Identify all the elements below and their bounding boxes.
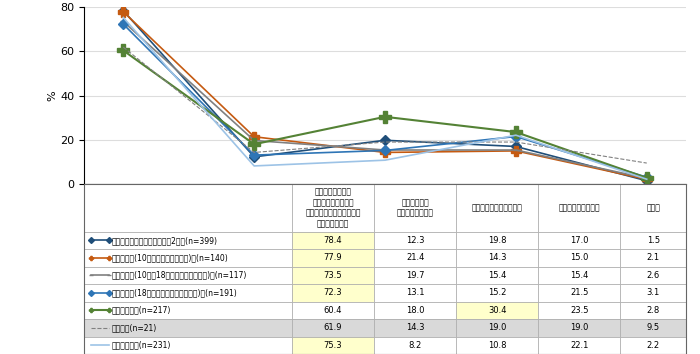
Bar xyxy=(620,337,686,354)
Text: 家族・親族(10歳～18歳未満の子供を含む)と(n=117): 家族・親族(10歳～18歳未満の子供を含む)と(n=117) xyxy=(112,271,247,280)
Bar xyxy=(84,267,292,284)
Bar xyxy=(538,267,620,284)
Text: 旅行代理店に
プランを依頼する: 旅行代理店に プランを依頼する xyxy=(397,198,433,218)
Text: 2.8: 2.8 xyxy=(647,306,660,315)
Bar xyxy=(620,319,686,337)
Bar xyxy=(538,337,620,354)
Text: 72.3: 72.3 xyxy=(323,288,342,297)
Text: 61.9: 61.9 xyxy=(324,323,342,332)
Text: 22.1: 22.1 xyxy=(570,341,589,350)
Text: 2.2: 2.2 xyxy=(647,341,659,350)
Text: 15.4: 15.4 xyxy=(570,271,589,280)
Bar xyxy=(538,184,620,232)
Text: 19.0: 19.0 xyxy=(488,323,506,332)
Text: 13.1: 13.1 xyxy=(406,288,424,297)
Text: 自分で交通手段、
宿泊施設、旅先での
アミューズメント体験等を
個別に手配する: 自分で交通手段、 宿泊施設、旅先での アミューズメント体験等を 個別に手配する xyxy=(305,188,360,228)
Text: 10.8: 10.8 xyxy=(488,341,506,350)
Bar xyxy=(456,302,538,319)
Bar xyxy=(620,302,686,319)
Bar xyxy=(292,267,374,284)
Text: 家族・親族(18歳未満の子供を含まない)と(n=191): 家族・親族(18歳未満の子供を含まない)と(n=191) xyxy=(112,288,238,297)
Bar xyxy=(620,267,686,284)
Text: 18.0: 18.0 xyxy=(406,306,424,315)
Bar xyxy=(292,232,374,249)
Text: 73.5: 73.5 xyxy=(323,271,342,280)
Text: 78.4: 78.4 xyxy=(323,236,342,245)
Bar xyxy=(538,232,620,249)
Bar xyxy=(374,184,456,232)
Text: 14.3: 14.3 xyxy=(406,323,424,332)
Text: 家族・親族(10歳未満の子供を含む)と(n=140): 家族・親族(10歳未満の子供を含む)と(n=140) xyxy=(112,253,229,262)
Text: ペットと(n=21): ペットと(n=21) xyxy=(112,323,158,332)
Text: 19.0: 19.0 xyxy=(570,323,589,332)
Text: パッケージツアーを選ぶ: パッケージツアーを選ぶ xyxy=(472,203,523,212)
Bar xyxy=(292,337,374,354)
Text: 15.0: 15.0 xyxy=(570,253,589,262)
Text: 夫婦や恋人、パートナーとの2人で(n=399): 夫婦や恋人、パートナーとの2人で(n=399) xyxy=(112,236,218,245)
Bar xyxy=(292,184,374,232)
Bar xyxy=(84,232,292,249)
Bar xyxy=(456,232,538,249)
Text: 19.8: 19.8 xyxy=(488,236,506,245)
Text: 2.6: 2.6 xyxy=(647,271,660,280)
Bar xyxy=(456,284,538,302)
Text: フリーツアーを選ぶ: フリーツアーを選ぶ xyxy=(559,203,600,212)
Bar xyxy=(84,284,292,302)
Bar xyxy=(84,319,292,337)
Text: 23.5: 23.5 xyxy=(570,306,589,315)
Bar xyxy=(84,337,292,354)
Bar xyxy=(456,184,538,232)
Text: 12.3: 12.3 xyxy=(406,236,424,245)
Bar xyxy=(84,184,686,354)
Text: 8.2: 8.2 xyxy=(409,341,421,350)
Bar xyxy=(374,319,456,337)
Bar xyxy=(456,319,538,337)
Bar xyxy=(292,319,374,337)
Bar xyxy=(456,337,538,354)
Text: 9.5: 9.5 xyxy=(647,323,659,332)
Bar xyxy=(538,284,620,302)
Text: 自分ひとりで(n=231): 自分ひとりで(n=231) xyxy=(112,341,172,350)
Bar xyxy=(292,284,374,302)
Bar xyxy=(538,249,620,267)
Text: 21.5: 21.5 xyxy=(570,288,589,297)
Bar xyxy=(84,184,292,232)
Bar xyxy=(84,302,292,319)
Text: 友人・知人と(n=217): 友人・知人と(n=217) xyxy=(112,306,172,315)
Bar xyxy=(374,284,456,302)
Bar xyxy=(374,249,456,267)
Y-axis label: %: % xyxy=(48,90,57,101)
Text: 21.4: 21.4 xyxy=(406,253,424,262)
Bar xyxy=(292,249,374,267)
Text: 30.4: 30.4 xyxy=(488,306,506,315)
Text: その他: その他 xyxy=(646,203,660,212)
Bar xyxy=(620,184,686,232)
Bar xyxy=(456,249,538,267)
Bar xyxy=(374,267,456,284)
Text: 60.4: 60.4 xyxy=(324,306,342,315)
Text: 77.9: 77.9 xyxy=(323,253,342,262)
Bar xyxy=(374,337,456,354)
Text: 3.1: 3.1 xyxy=(647,288,660,297)
Bar xyxy=(292,302,374,319)
Text: 17.0: 17.0 xyxy=(570,236,589,245)
Bar xyxy=(620,249,686,267)
Text: 75.3: 75.3 xyxy=(323,341,342,350)
Bar xyxy=(374,232,456,249)
Bar xyxy=(620,232,686,249)
Bar xyxy=(538,319,620,337)
Text: 2.1: 2.1 xyxy=(647,253,659,262)
Bar xyxy=(456,267,538,284)
Bar xyxy=(84,249,292,267)
Bar xyxy=(620,284,686,302)
Bar xyxy=(538,302,620,319)
Text: 19.7: 19.7 xyxy=(406,271,424,280)
Bar xyxy=(374,302,456,319)
Text: 1.5: 1.5 xyxy=(647,236,659,245)
Text: 15.2: 15.2 xyxy=(488,288,506,297)
Text: 14.3: 14.3 xyxy=(488,253,506,262)
Text: 15.4: 15.4 xyxy=(488,271,506,280)
